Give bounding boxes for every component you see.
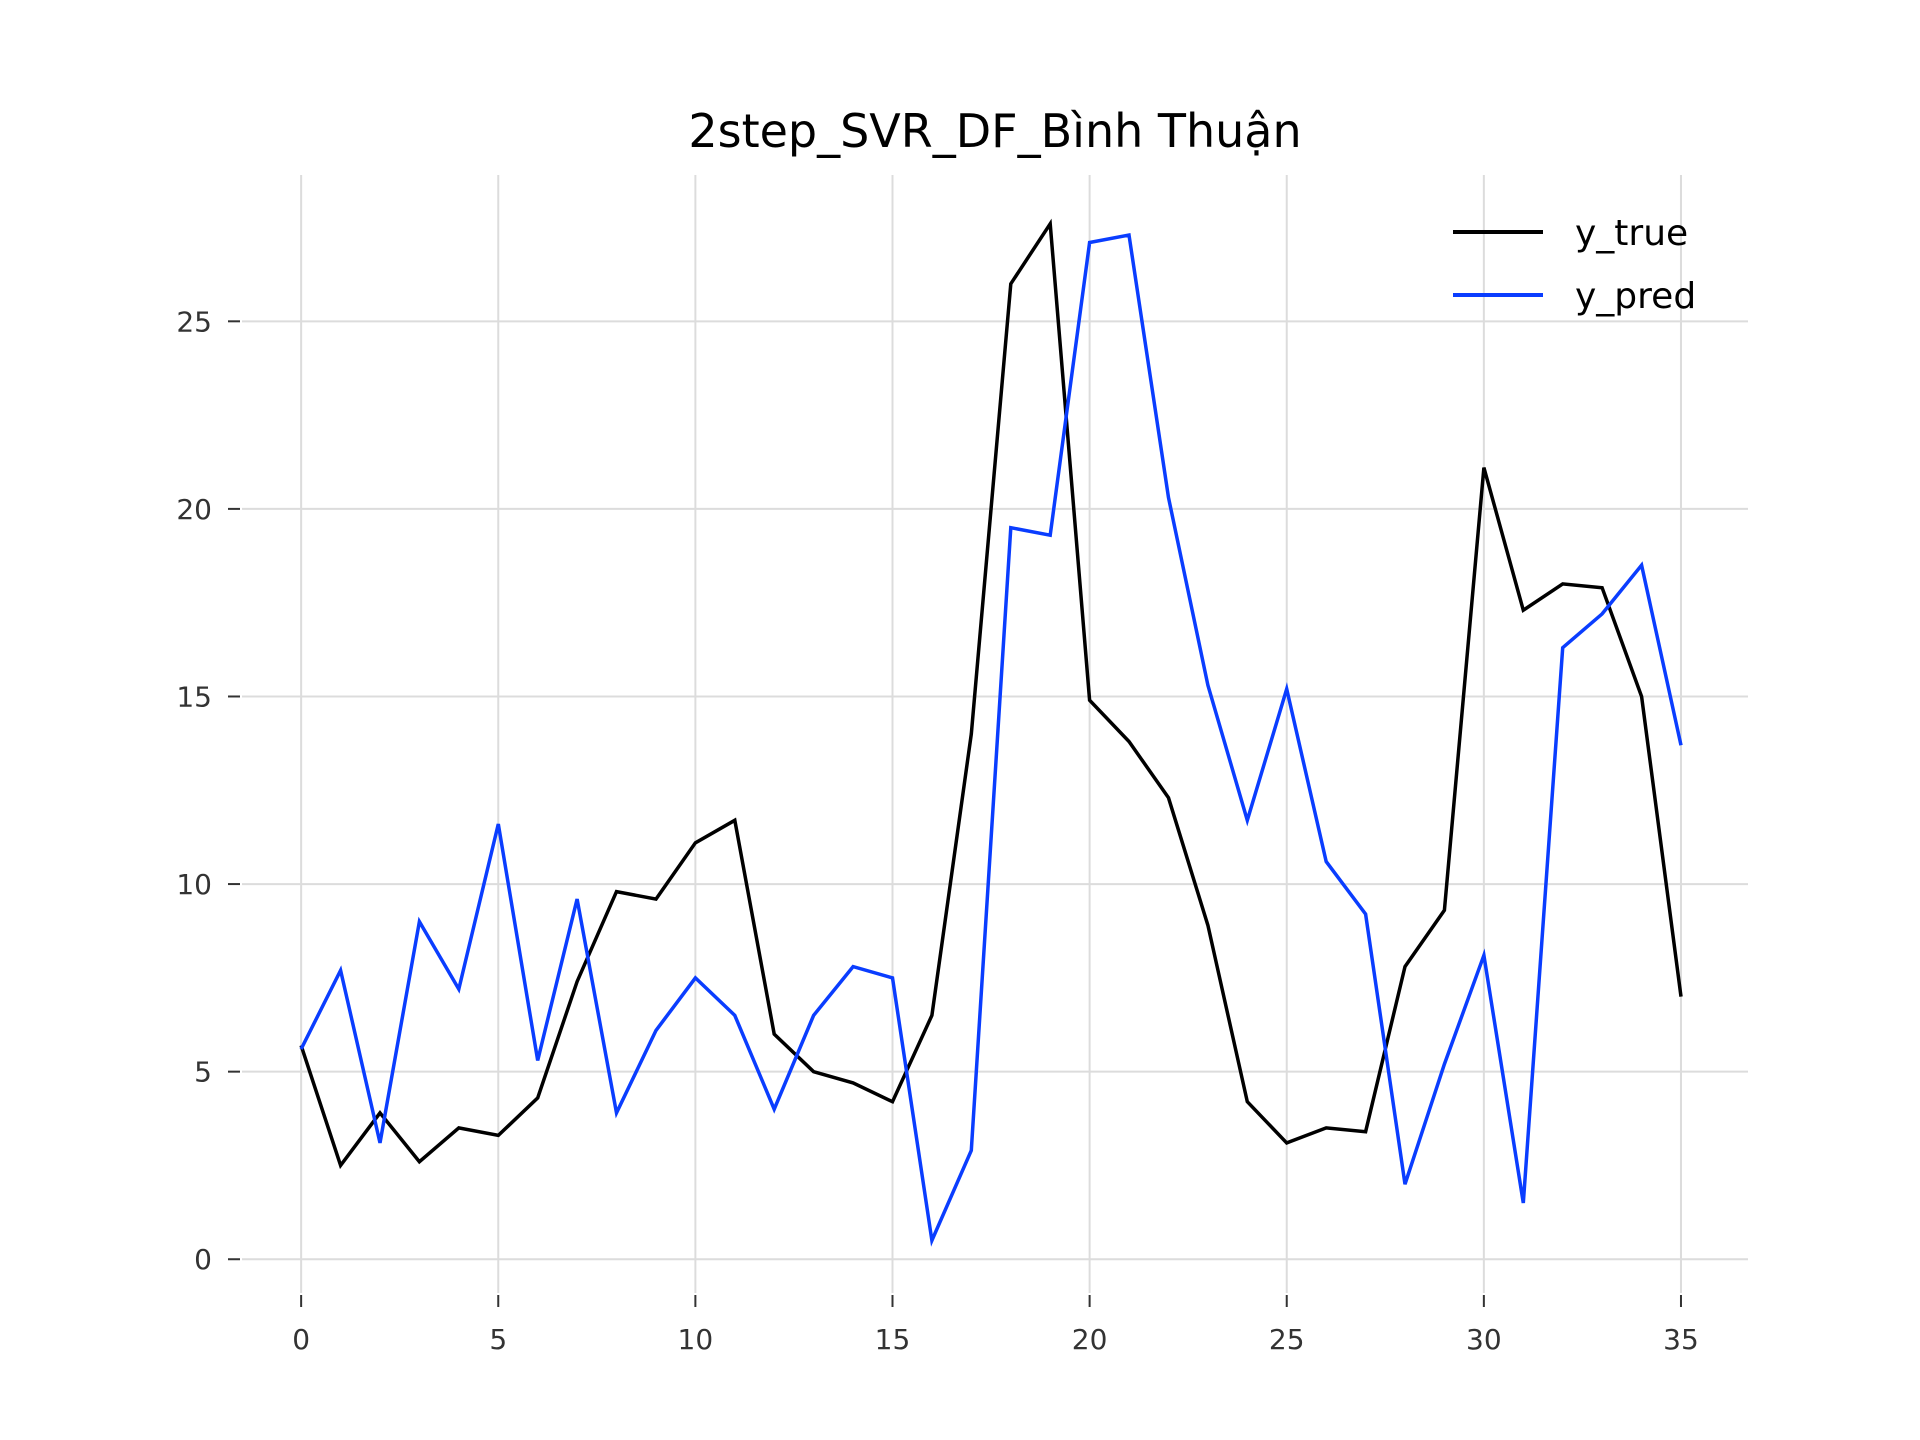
series-layer — [299, 218, 1683, 1247]
x-tick-label: 25 — [1269, 1323, 1305, 1356]
x-tick-label: 30 — [1466, 1323, 1502, 1356]
x-axis: 0 5 10 15 20 25 30 35 — [292, 1295, 1699, 1356]
x-tick-label: 10 — [678, 1323, 714, 1356]
x-tick-label: 20 — [1072, 1323, 1108, 1356]
y-tick-label: 5 — [194, 1056, 212, 1089]
y-tick-label: 15 — [176, 680, 212, 713]
chart-title: 2step_SVR_DF_Bình Thuận — [688, 104, 1301, 158]
y-tick-label: 25 — [176, 305, 212, 338]
series-line-y-true — [299, 218, 1683, 1170]
x-grid — [300, 175, 1682, 1293]
y-grid — [242, 320, 1748, 1261]
y-tick-label: 10 — [176, 868, 212, 901]
y-tick-label: 20 — [176, 493, 212, 526]
x-tick-label: 15 — [875, 1323, 911, 1356]
y-tick-label: 0 — [194, 1243, 212, 1276]
y-axis: 0 5 10 15 20 25 — [176, 305, 240, 1276]
x-tick-label: 35 — [1663, 1323, 1699, 1356]
x-tick-label: 5 — [489, 1323, 507, 1356]
legend-label: y_pred — [1575, 276, 1696, 317]
x-tick-label: 0 — [292, 1323, 310, 1356]
legend-label: y_true — [1575, 213, 1688, 254]
series-line-y-pred — [299, 232, 1683, 1247]
legend: y_true y_pred — [1453, 213, 1696, 317]
